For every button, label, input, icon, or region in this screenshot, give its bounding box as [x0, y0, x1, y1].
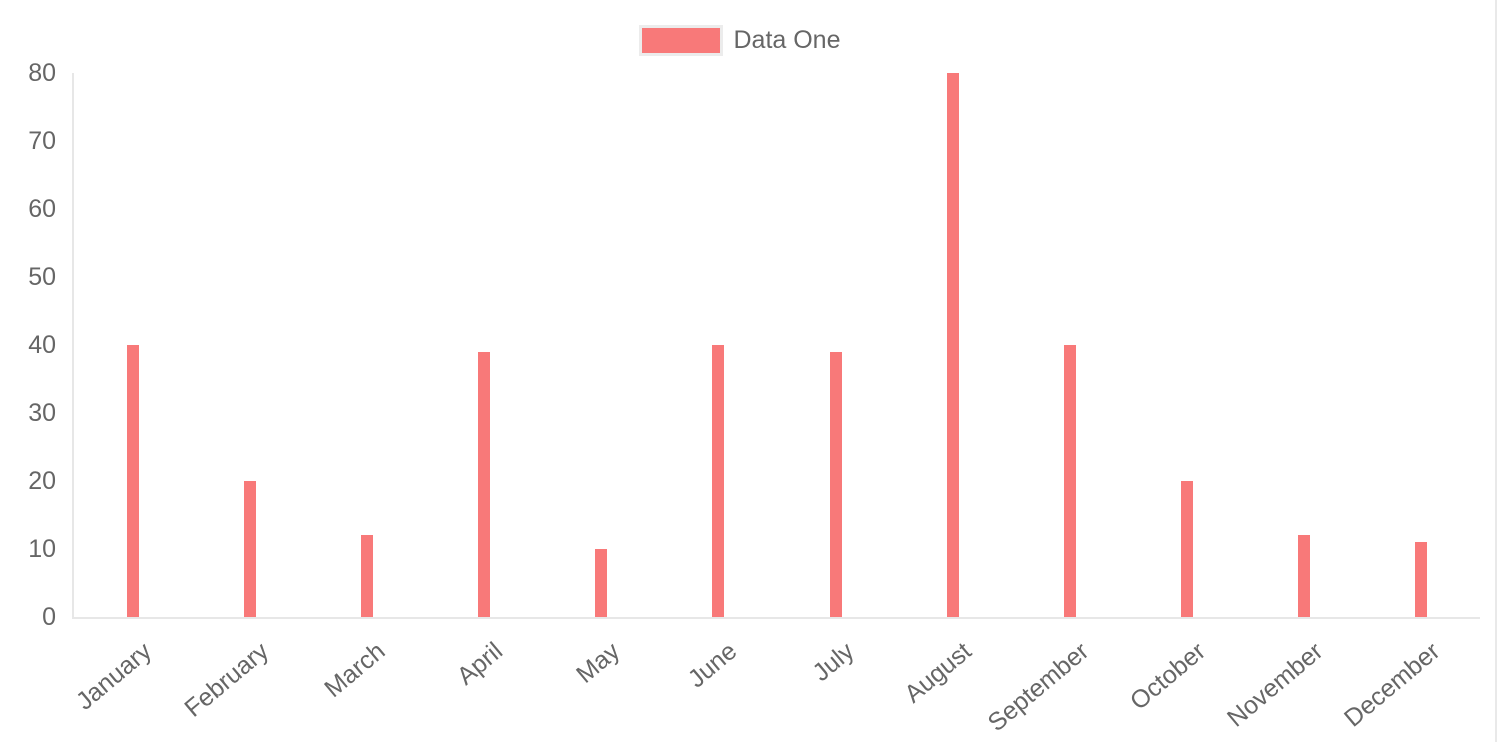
x-label-february: February [179, 637, 274, 723]
bars-row [74, 73, 1480, 617]
page-right-border-line [1495, 0, 1497, 742]
x-label-march: March [319, 637, 391, 704]
x-label-april: April [451, 637, 509, 691]
bar-slot-october [1129, 73, 1246, 617]
chart-legend: Data One [0, 25, 1480, 56]
x-label-october: October [1124, 637, 1212, 716]
x-axis-line [72, 617, 1480, 619]
bar-slot-april [426, 73, 543, 617]
x-label-august: August [899, 637, 977, 709]
y-tick-label-0: 0 [42, 603, 56, 631]
x-label-june: June [682, 637, 743, 694]
bar-october[interactable] [1181, 481, 1194, 617]
plot-area [72, 73, 1480, 619]
bar-slot-december [1363, 73, 1480, 617]
x-label-january: January [70, 637, 157, 716]
bar-november[interactable] [1298, 535, 1311, 617]
x-label-december: December [1339, 637, 1446, 733]
y-tick-label-50: 50 [28, 263, 56, 291]
bar-july[interactable] [829, 351, 842, 617]
y-tick-label-60: 60 [28, 195, 56, 223]
bar-slot-march [308, 73, 425, 617]
x-label-may: May [571, 637, 626, 689]
y-tick-label-20: 20 [28, 467, 56, 495]
y-tick-label-30: 30 [28, 399, 56, 427]
x-axis-labels: January February March April May June July Augu… [70, 617, 1480, 742]
y-axis-line [72, 73, 74, 619]
bar-june[interactable] [712, 345, 725, 617]
bar-slot-february [191, 73, 308, 617]
x-label-july: July [807, 637, 860, 688]
legend-item-data-one[interactable]: Data One [639, 25, 841, 56]
bar-slot-january [74, 73, 191, 617]
y-tick-label-70: 70 [28, 127, 56, 155]
x-label-november: November [1221, 637, 1329, 733]
y-tick-label-40: 40 [28, 331, 56, 359]
bar-march[interactable] [360, 535, 373, 617]
bar-slot-november [1246, 73, 1363, 617]
bar-january[interactable] [126, 345, 139, 617]
bar-slot-september [1011, 73, 1128, 617]
y-tick-label-80: 80 [28, 59, 56, 87]
y-axis-labels: 0 10 20 30 40 50 60 70 80 [0, 60, 56, 630]
bar-may[interactable] [595, 549, 608, 617]
bar-slot-may [543, 73, 660, 617]
bar-december[interactable] [1415, 542, 1428, 617]
bar-slot-july [777, 73, 894, 617]
legend-swatch-icon [639, 25, 724, 56]
bar-february[interactable] [243, 481, 256, 617]
legend-label: Data One [733, 26, 841, 54]
bar-august[interactable] [946, 73, 959, 617]
bar-slot-august [894, 73, 1011, 617]
y-tick-label-10: 10 [28, 535, 56, 563]
bar-september[interactable] [1063, 345, 1076, 617]
bar-april[interactable] [478, 351, 491, 617]
x-label-september: September [982, 637, 1094, 738]
bar-slot-june [660, 73, 777, 617]
